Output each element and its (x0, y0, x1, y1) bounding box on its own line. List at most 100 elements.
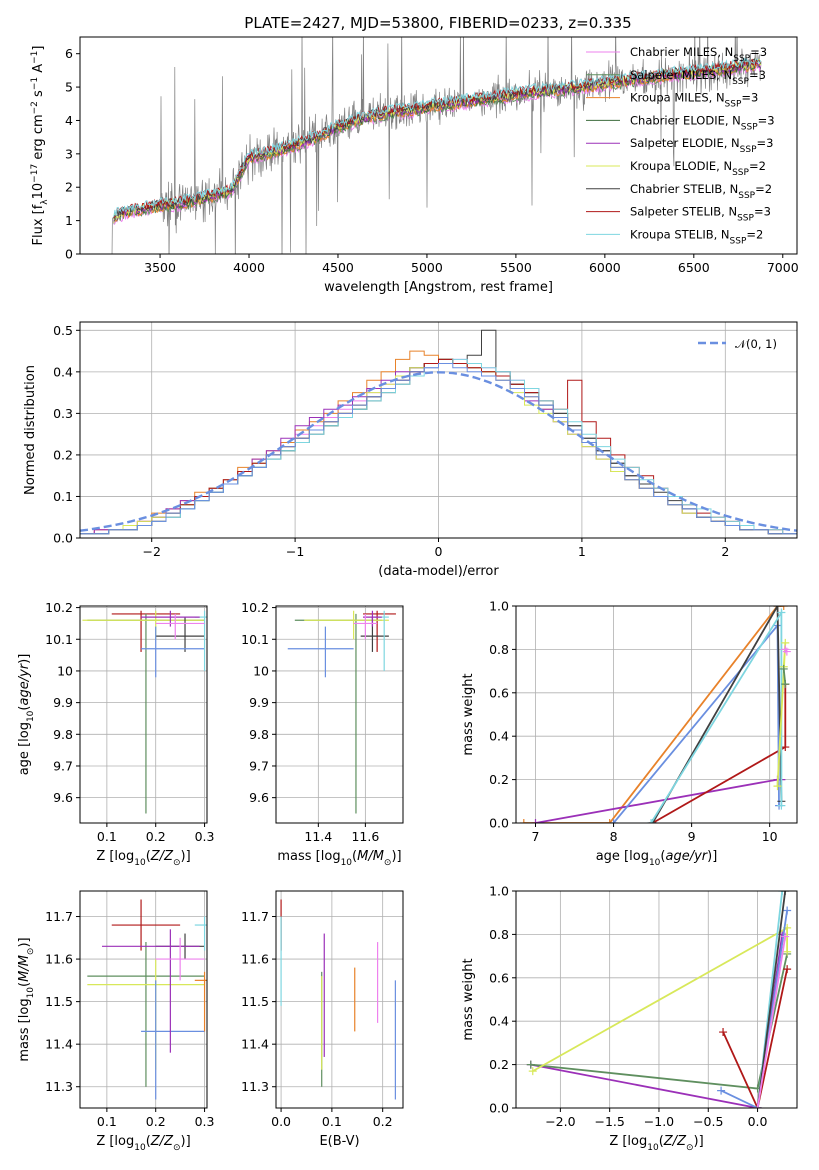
normal-curve (80, 371, 797, 532)
y-tick-label: 0.3 (53, 406, 73, 421)
spectrum-plot (111, 37, 762, 254)
x-tick-label: 0.2 (146, 1114, 166, 1129)
y-tick-label: 11.4 (45, 1037, 73, 1052)
mass_vs_Z-plot (87, 899, 207, 1100)
x-tick-label: 5500 (500, 260, 532, 275)
mass-weight-line (532, 926, 788, 1072)
x-tick-label: 0.3 (195, 1114, 215, 1129)
y-tick-label: 0.4 (489, 1014, 509, 1029)
x-tick-label: 0.0 (748, 1114, 768, 1129)
y-tick-label: 0.0 (53, 531, 73, 546)
y-tick-label: 11.5 (241, 994, 269, 1009)
age_vs_Z-axes: 0.1 0.2 0.3 9.6 9.7 9.8 9.9 10 10.1 10.2 (45, 600, 214, 844)
x-tick-label: 3500 (144, 260, 176, 275)
histogram-step (80, 363, 797, 535)
y-tick-label: 0.2 (489, 772, 509, 787)
mass_vs_Z-x-axis-label: Z [log10(Z/Z⊙)] (96, 1134, 190, 1153)
mass-weight-marker (782, 647, 791, 656)
x-tick-label: 6000 (589, 260, 621, 275)
figure-title: PLATE=2427, MJD=53800, FIBERID=0233, z=0… (244, 14, 631, 32)
x-tick-label: 0.1 (97, 1114, 117, 1129)
y-tick-label: 0.8 (489, 927, 509, 942)
age_vs_mass-axes: 11.4 11.6 9.6 9.7 9.8 9.9 10 10.1 10.2 (241, 600, 403, 844)
mass-weight-marker (779, 664, 788, 673)
mass-weight-marker (526, 1060, 535, 1069)
y-tick-label: 5 (65, 80, 73, 95)
y-tick-label: 1.0 (489, 599, 509, 614)
x-tick-label: 11.4 (304, 829, 332, 844)
mass-weight-line (756, 936, 787, 1108)
y-tick-label: 1 (65, 213, 73, 228)
mass-weight-marker (783, 947, 792, 956)
y-tick-label: 0 (65, 247, 73, 262)
age_vs_mass-x-axis-label: mass [log10(M/M⊙)] (277, 849, 401, 868)
mass-weight-marker (779, 606, 788, 610)
legend-label: Chabrier STELIB, NSSP=2 (630, 182, 772, 201)
y-tick-label: 10.2 (241, 600, 269, 615)
residuals-plot (80, 329, 797, 535)
y-tick-label: 11.4 (241, 1037, 269, 1052)
y-tick-label: 0.4 (489, 729, 509, 744)
x-tick-label: 5000 (411, 260, 443, 275)
y-tick-label: 1.0 (489, 884, 509, 899)
residuals-frame (79, 321, 798, 539)
mass-weight-marker (528, 1067, 537, 1076)
y-tick-label: 11.6 (45, 952, 73, 967)
massweight_vs_age-y-axis-label: mass weight (461, 673, 476, 755)
age_vs_Z-frame (79, 605, 208, 824)
y-tick-label: 9.6 (249, 790, 269, 805)
mass-weight-marker (777, 801, 786, 810)
age_vs_Z-x-axis-label: Z [log10(Z/Z⊙)] (96, 849, 190, 868)
massweight_vs_age-x-axis-label: age [log10(age/yr)] (596, 849, 718, 868)
y-tick-label: 0.8 (489, 642, 509, 657)
legend-label: Salpeter MILES, NSSP=3 (630, 68, 766, 87)
spectrum-x-axis-label: wavelength [Angstrom, rest frame] (324, 280, 553, 295)
x-tick-label: −1 (286, 544, 304, 559)
y-tick-label: 11.3 (241, 1079, 269, 1094)
mass-weight-line (523, 606, 784, 823)
legend-label: Kroupa MILES, NSSP=3 (630, 91, 758, 110)
mass-weight-line (720, 910, 788, 1108)
mass_vs_EBV-axes: 0.0 0.1 0.2 11.3 11.4 11.5 11.6 11.7 (241, 891, 403, 1129)
x-tick-label: −0.5 (693, 1114, 723, 1129)
x-tick-label: 7 (532, 829, 540, 844)
mass-weight-marker (531, 819, 540, 823)
mass-weight-marker (781, 743, 790, 752)
legend-label: Salpeter STELIB, NSSP=3 (630, 205, 771, 224)
y-tick-label: 9.8 (53, 727, 73, 742)
mass-weight-marker (783, 965, 792, 974)
model-spectrum-line (113, 57, 762, 217)
x-tick-label: 0.1 (322, 1114, 342, 1129)
y-tick-label: 9.8 (249, 727, 269, 742)
mass_vs_EBV-plot (280, 899, 396, 1100)
y-tick-label: 11.3 (45, 1079, 73, 1094)
y-tick-label: 11.7 (45, 909, 73, 924)
massweight_vs_Z-x-axis-label: Z [log10(Z/Z⊙)] (609, 1134, 703, 1153)
residuals-x-axis-label: (data-model)/error (378, 564, 499, 579)
legend-label: Chabrier ELODIE, NSSP=3 (630, 113, 775, 132)
x-tick-label: 1 (578, 544, 586, 559)
model-spectrum-line (113, 63, 762, 226)
massweight_vs_Z-axes: −2.0 −1.5 −1.0 −0.5 0.0 0.0 0.2 0.4 0.6 0.8 1.0 (489, 884, 797, 1129)
y-tick-label: 9.9 (53, 695, 73, 710)
mass_vs_Z-frame (79, 890, 208, 1109)
y-tick-label: 4 (65, 113, 73, 128)
mass-weight-line (535, 778, 782, 823)
legend-label: Kroupa STELIB, NSSP=2 (630, 227, 763, 246)
mass-weight-marker (781, 891, 790, 895)
mass_vs_EBV-frame (275, 890, 404, 1109)
x-tick-label: −1.0 (644, 1114, 674, 1129)
mass-weight-line (756, 891, 787, 1108)
age_vs_mass-plot (287, 610, 396, 814)
mass-weight-marker (773, 606, 782, 610)
legend-label: Kroupa ELODIE, NSSP=2 (630, 159, 766, 178)
y-tick-label: 2 (65, 180, 73, 195)
mass_vs_EBV-x-axis-label: E(B-V) (319, 1134, 359, 1149)
x-tick-label: 4000 (233, 260, 265, 275)
model-spectrum-line (113, 58, 762, 219)
massweight_vs_Z-frame (515, 890, 798, 1109)
age_vs_Z-y-axis-label: age [log10(age/yr)] (17, 654, 36, 776)
y-tick-label: 10 (57, 663, 73, 678)
mass-weight-marker (609, 819, 618, 823)
massweight_vs_age-frame (515, 605, 798, 824)
